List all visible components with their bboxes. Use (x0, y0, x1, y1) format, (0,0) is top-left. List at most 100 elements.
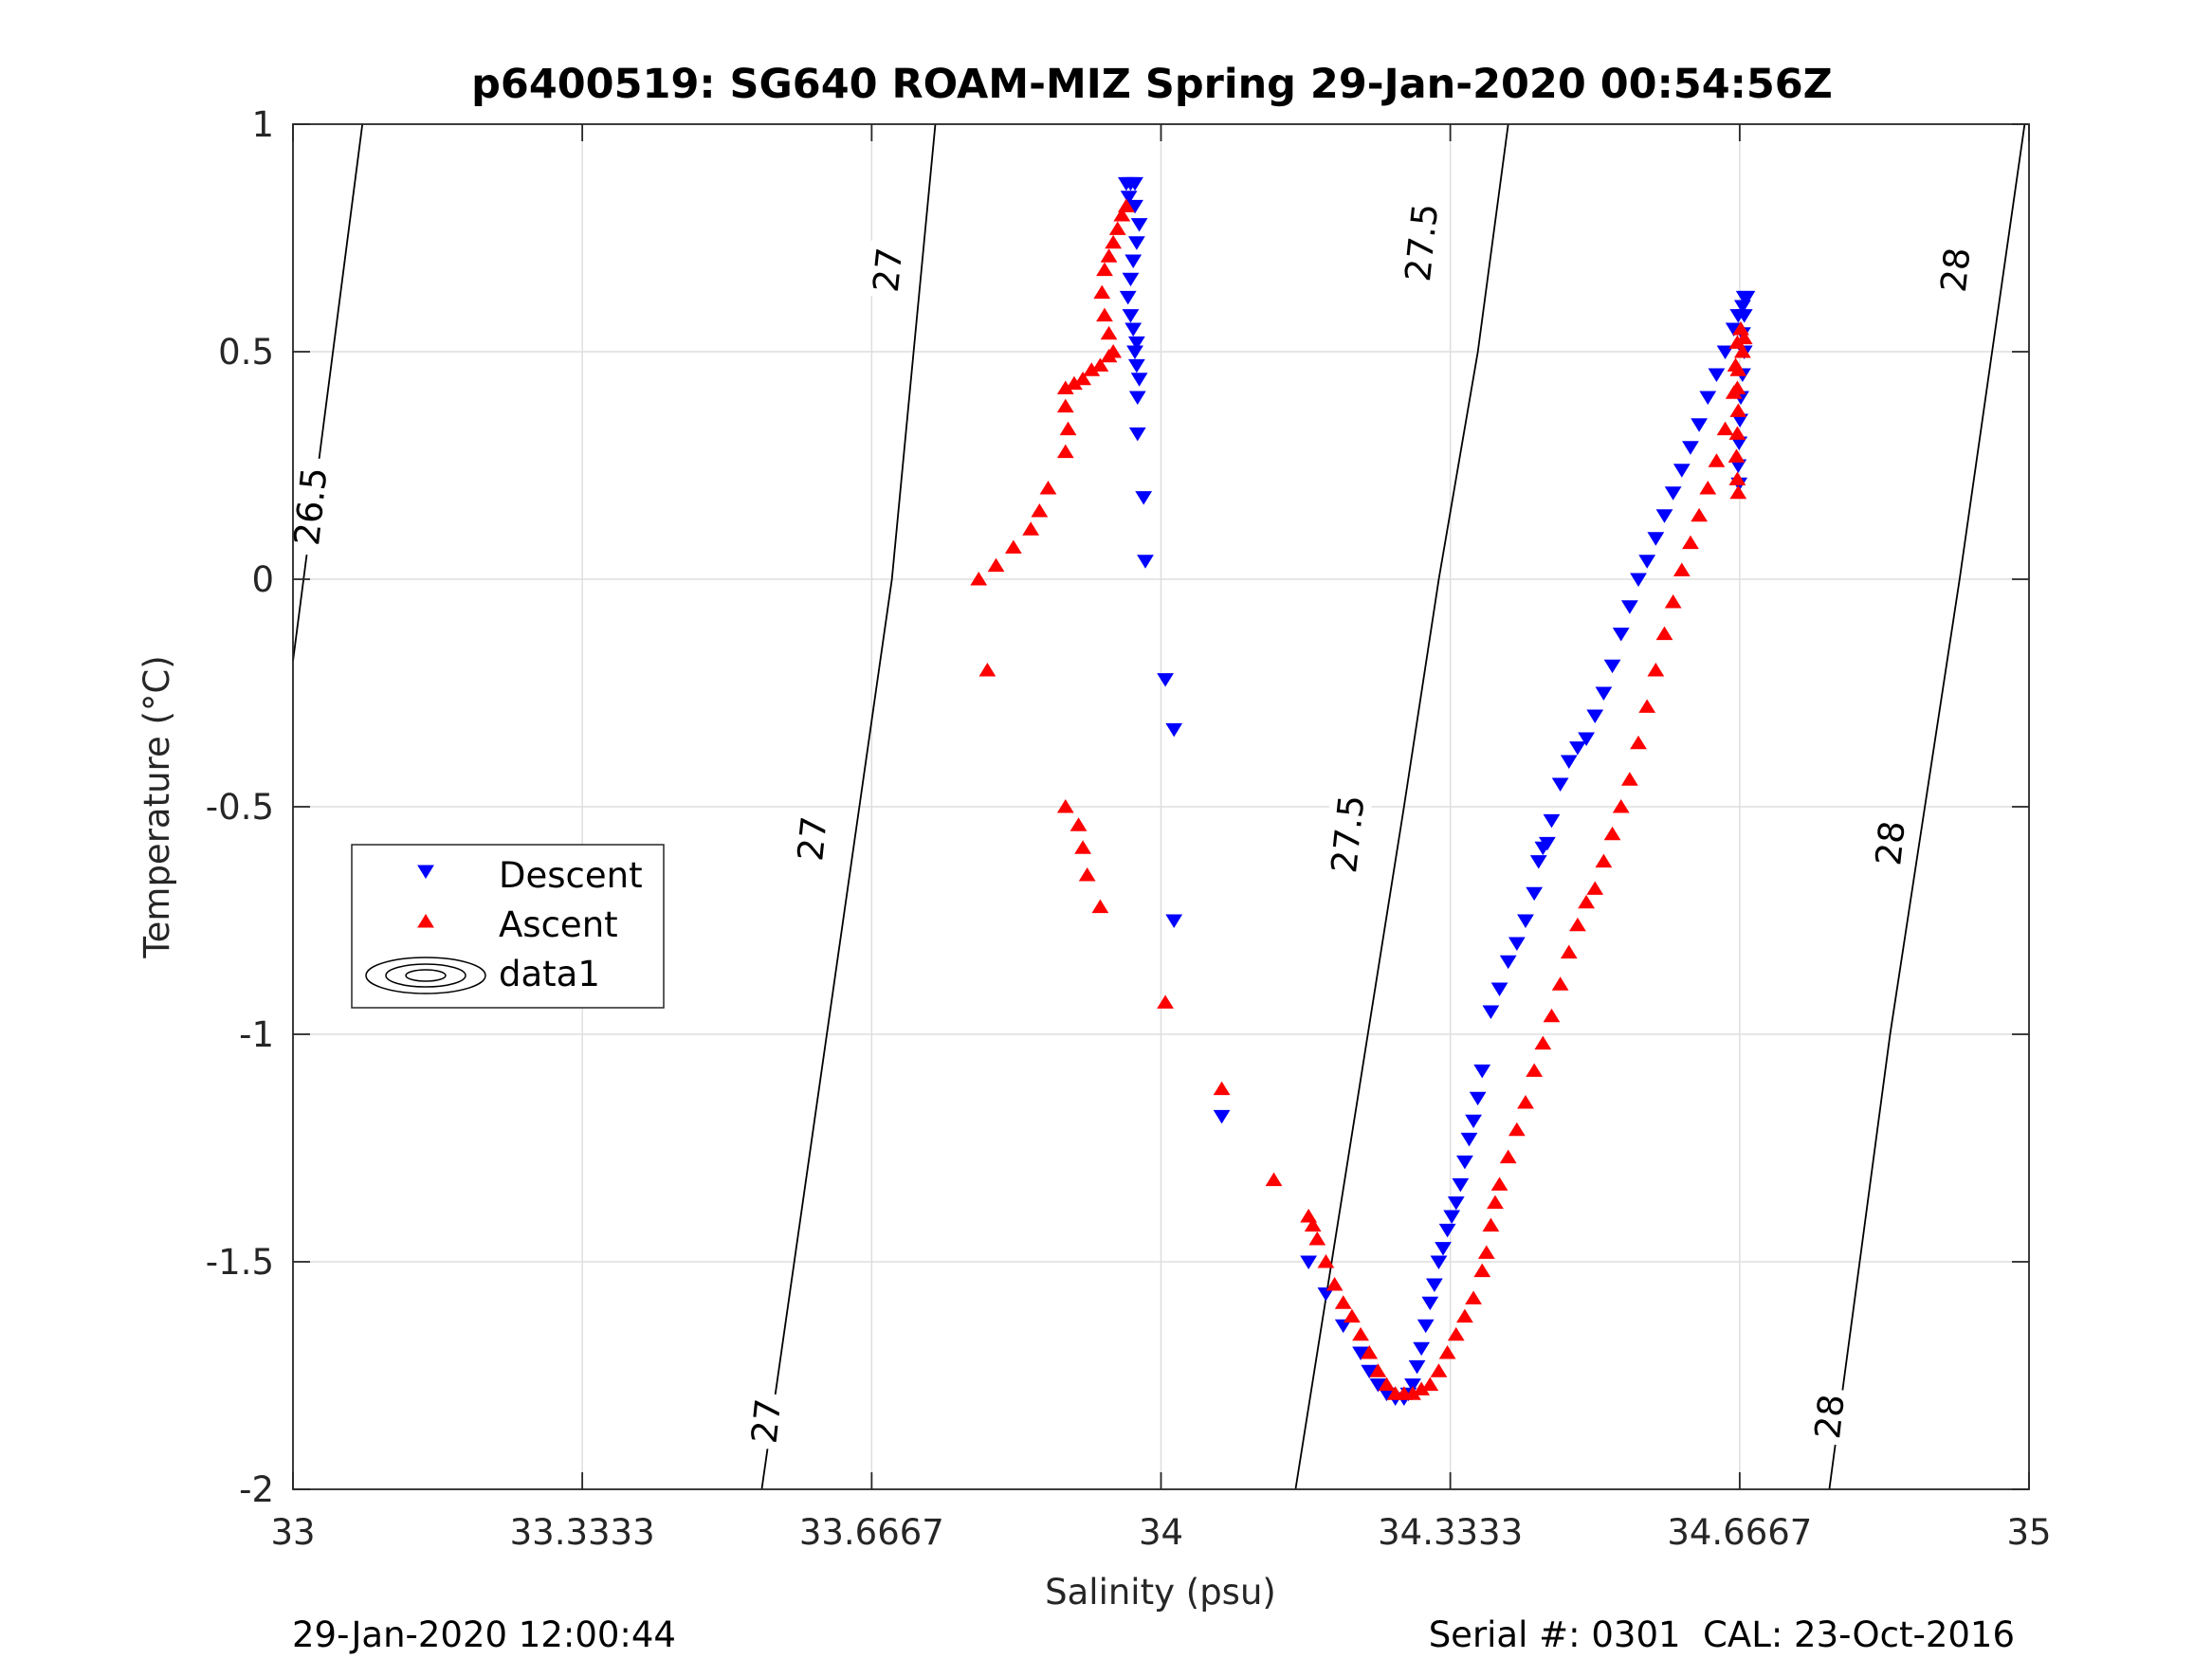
ascent-point (970, 572, 988, 586)
descent-point (1647, 532, 1665, 546)
ascent-point (1487, 1194, 1504, 1210)
legend-ascent-marker (417, 914, 434, 928)
ascent-point (1664, 594, 1682, 609)
contour-label-28: 28 (1866, 813, 1914, 873)
descent-point (1578, 732, 1595, 746)
descent-point (1430, 1255, 1448, 1269)
descent-point (1655, 509, 1673, 523)
descent-point (1122, 272, 1140, 287)
ascent-point (1308, 1231, 1326, 1246)
legend-descent-marker (417, 865, 434, 879)
descent-point (1124, 254, 1143, 268)
ascent-point (1630, 735, 1647, 750)
chart-title: p6400519: SG640 ROAM-MIZ Spring 29-Jan-2… (471, 61, 1833, 108)
ascent-point (1603, 826, 1621, 841)
y-tick-label: 0 (251, 559, 274, 600)
descent-point (1300, 1255, 1318, 1269)
descent-point (1213, 1109, 1231, 1124)
descent-point (1612, 628, 1630, 642)
ascent-point (1465, 1290, 1482, 1304)
y-tick-label: -2 (239, 1469, 274, 1510)
ascent-point (1586, 881, 1604, 895)
descent-point (1551, 777, 1569, 792)
ascent-point (1265, 1172, 1283, 1187)
descent-point (1120, 191, 1138, 205)
x-tick-label: 34.3333 (1378, 1512, 1523, 1553)
grid-lines (293, 124, 2029, 1489)
descent-point (1482, 1005, 1500, 1019)
ascent-point (1361, 1345, 1379, 1359)
ascent-point (1569, 917, 1586, 932)
descent-point (1135, 491, 1153, 505)
isopycnal-26.5 (292, 123, 364, 662)
ascent-point (1732, 321, 1749, 336)
ascent-point (1096, 262, 1113, 277)
ascent-point (1728, 335, 1746, 349)
ascent-point (1728, 471, 1746, 485)
axes (292, 123, 2030, 1490)
descent-point (1543, 813, 1561, 829)
y-tick-label: -0.5 (206, 787, 274, 828)
ascent-point (1728, 448, 1746, 463)
ascent-point (1056, 799, 1074, 813)
y-tick-label: 1 (251, 104, 274, 145)
ascent-point (1352, 1326, 1369, 1341)
ascent-point (1096, 307, 1113, 322)
descent-point (1452, 1177, 1470, 1193)
descent-point (1334, 1319, 1352, 1334)
ascent-point (1304, 1217, 1322, 1232)
ascent-point (1578, 894, 1595, 909)
ascent-point (1317, 1254, 1335, 1268)
descent-point (1447, 1196, 1465, 1211)
ascent-point (1508, 1121, 1526, 1137)
descent-point (1317, 1287, 1335, 1302)
ascent-point (1647, 663, 1665, 677)
descent-point (1603, 659, 1621, 674)
contour-label-bg (1395, 191, 1448, 293)
contour-label-bg (864, 240, 912, 300)
descent-point (1130, 373, 1148, 387)
ascent-point (987, 557, 1005, 573)
x-tick-label: 35 (2006, 1512, 2051, 1553)
descent-point (1473, 1064, 1491, 1079)
footer-timestamp: 29-Jan-2020 12:00:44 (292, 1614, 676, 1655)
ascent-point (1682, 535, 1699, 550)
descent-point (1508, 937, 1526, 951)
descent-point (1673, 464, 1691, 478)
x-tick-label: 34.6667 (1667, 1512, 1812, 1553)
ascent-point (1477, 1245, 1495, 1259)
legend-descent-label: Descent (499, 855, 643, 896)
contour-label-text: 28 (1933, 246, 1979, 294)
contour-label-26.5: 26.5 (284, 456, 337, 557)
ascent-point (1157, 994, 1174, 1009)
ascent-point (1517, 1095, 1534, 1109)
descent-point (1469, 1091, 1487, 1106)
ascent-point (1728, 426, 1746, 440)
contour-label-text: 27 (744, 1396, 790, 1445)
descent-point (1465, 1114, 1482, 1129)
descent-point (1460, 1132, 1478, 1147)
y-tick-label: 0.5 (218, 332, 274, 373)
descent-point (1735, 309, 1753, 323)
descent-point (1130, 218, 1148, 232)
contour-label-bg (1931, 240, 1980, 300)
ascent-point (1378, 1376, 1396, 1392)
descent-point (1539, 836, 1556, 851)
ascent-point (1447, 1326, 1465, 1341)
ascent-point (1100, 348, 1118, 363)
footer-serial-cal: Serial #: 0301 CAL: 23-Oct-2016 (1429, 1614, 2015, 1655)
ascent-point (1083, 362, 1101, 376)
data-series (970, 176, 1756, 1406)
ascent-point (1595, 853, 1613, 868)
ascent-point (1325, 1277, 1344, 1291)
tick-labels: 33 33.3333 33.6667 34 34.3333 34.6667 35 1 0.5 0 -… (206, 104, 2052, 1553)
ascent-point (1708, 453, 1726, 467)
descent-point (1165, 722, 1183, 738)
contour-label-bg (741, 1391, 790, 1451)
ascent-point (1091, 357, 1109, 372)
ascent-point (1638, 699, 1656, 713)
x-axis-label: Salinity (psu) (1045, 1572, 1276, 1613)
contour-label-bg (1322, 783, 1374, 884)
contour-label-text: 28 (1807, 1393, 1853, 1441)
